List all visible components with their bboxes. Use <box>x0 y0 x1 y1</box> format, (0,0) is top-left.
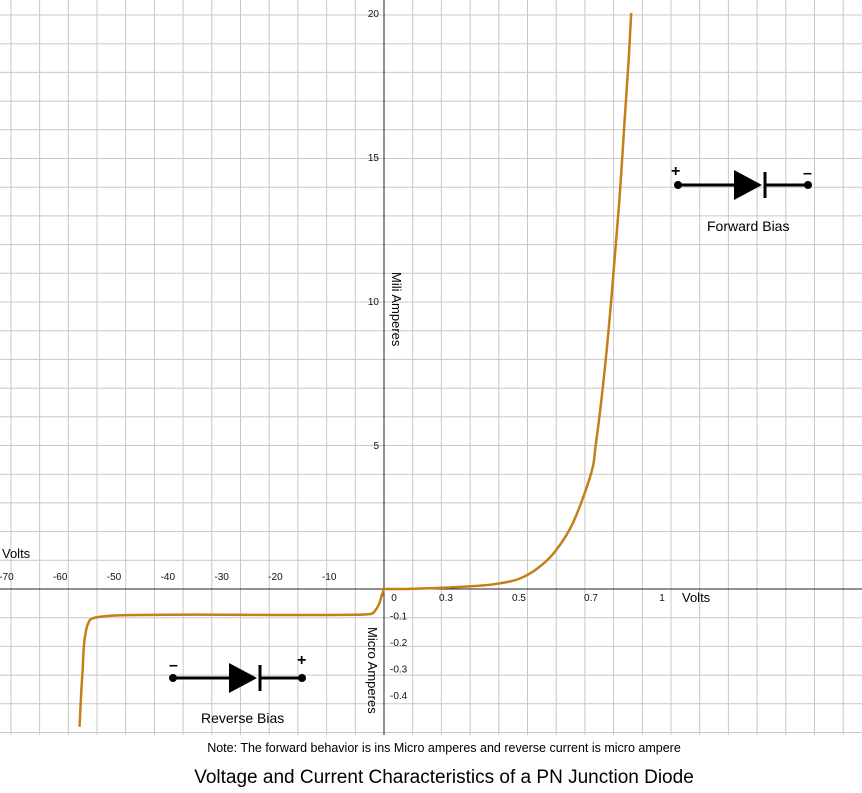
x-tick-label: -60 <box>53 572 68 583</box>
x-tick-label: 0.3 <box>439 593 453 604</box>
reverse-y-ticks: -0.1 -0.2 -0.3 -0.4 <box>390 612 408 703</box>
forward-x-ticks: 0 0.3 0.5 0.7 1 <box>391 593 665 604</box>
x-tick-label: 0 <box>391 593 397 604</box>
y-tick-label: 15 <box>368 153 380 164</box>
y-tick-label: 5 <box>373 441 379 452</box>
left-x-axis-label: Volts <box>2 546 31 561</box>
axes <box>0 0 862 735</box>
x-tick-label: 1 <box>659 593 665 604</box>
forward-bias-diode-icon <box>674 170 812 200</box>
x-tick-label: 0.5 <box>512 593 526 604</box>
y-tick-label: -0.3 <box>390 665 408 676</box>
reverse-y-axis-label: Micro Amperes <box>365 627 380 714</box>
x-tick-label: -50 <box>107 572 122 583</box>
y-tick-label: 10 <box>368 297 380 308</box>
forward-bias-plus-sign: + <box>671 163 680 180</box>
forward-y-axis-label: Mili Amperes <box>389 272 404 347</box>
reverse-x-ticks: -70 -60 -50 -40 -30 -20 -10 <box>0 572 337 583</box>
x-tick-label: -10 <box>322 572 337 583</box>
reverse-bias-plus-sign: + <box>297 652 306 669</box>
y-tick-label: -0.1 <box>390 612 408 623</box>
x-tick-label: -40 <box>161 572 176 583</box>
x-tick-label: -30 <box>214 572 229 583</box>
grid <box>0 0 862 735</box>
chart-note: Note: The forward behavior is ins Micro … <box>207 741 681 755</box>
forward-bias-curve <box>383 12 633 591</box>
x-tick-label: 0.7 <box>584 593 598 604</box>
reverse-bias-curve <box>78 588 386 727</box>
forward-bias-minus-sign: – <box>803 165 812 182</box>
y-tick-label: -0.4 <box>390 691 408 702</box>
reverse-bias-diode-icon <box>169 663 306 693</box>
chart-title: Voltage and Current Characteristics of a… <box>194 767 694 788</box>
y-tick-label: 20 <box>368 9 380 20</box>
reverse-bias-label: Reverse Bias <box>201 710 284 726</box>
right-x-axis-label: Volts <box>682 590 711 605</box>
forward-y-ticks: 5 10 15 20 <box>368 9 380 452</box>
curves <box>78 12 633 727</box>
reverse-bias-minus-sign: – <box>169 657 178 674</box>
forward-bias-label: Forward Bias <box>707 218 789 234</box>
x-tick-label: -70 <box>0 572 14 583</box>
x-tick-label: -20 <box>268 572 283 583</box>
y-tick-label: -0.2 <box>390 638 408 649</box>
